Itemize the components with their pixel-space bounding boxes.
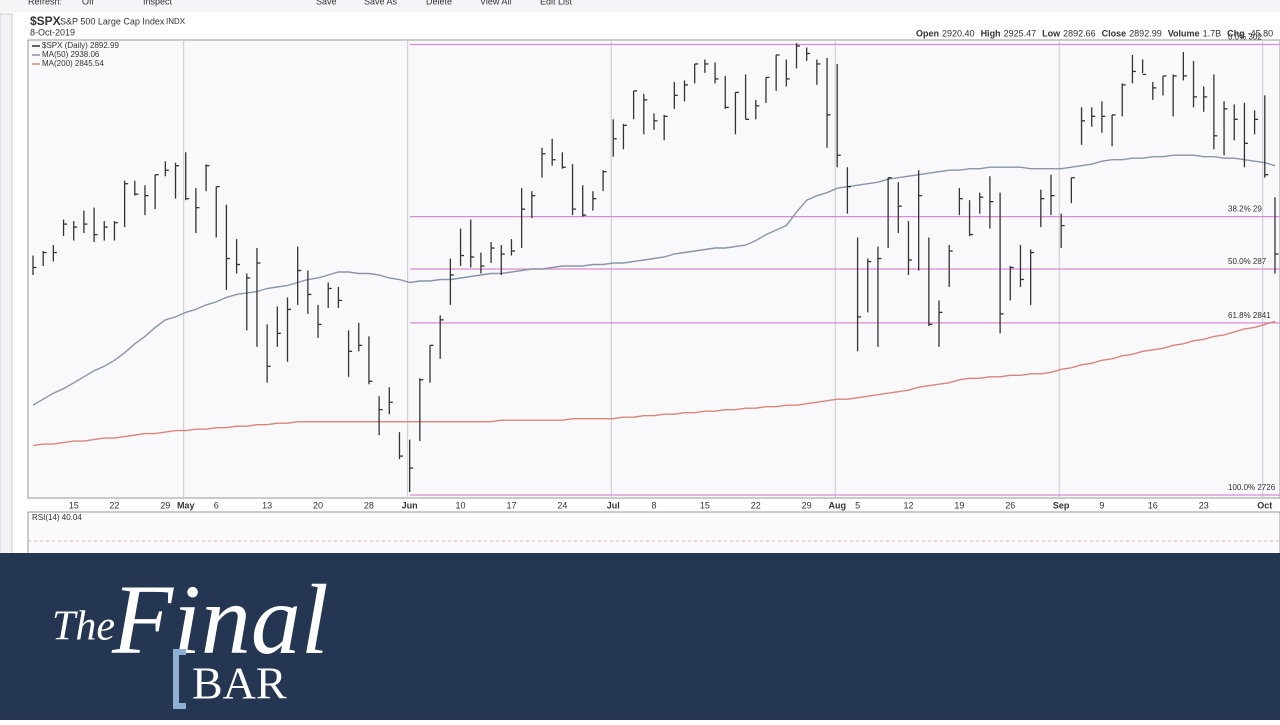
rsi-label: RSI(14) 40.04 xyxy=(32,513,82,522)
logo-final: Final xyxy=(111,564,329,675)
quote-label: Low xyxy=(1042,28,1061,38)
exchange: INDX xyxy=(166,17,186,26)
x-tick-label: 9 xyxy=(1099,500,1104,510)
toolbar-item: Inspect xyxy=(143,0,173,6)
quote-label: Open xyxy=(916,28,939,38)
fib-label: 100.0% 2726 xyxy=(1228,483,1276,492)
x-tick-label: 29 xyxy=(160,500,170,510)
x-tick-label: 8 xyxy=(651,500,656,510)
x-tick-label: 28 xyxy=(364,500,374,510)
x-tick-label: 15 xyxy=(69,500,79,510)
x-tick-label: 5 xyxy=(855,500,860,510)
legend-label: MA(50) 2938.06 xyxy=(42,50,100,59)
x-tick-label: 6 xyxy=(214,500,219,510)
x-tick-label: Oct xyxy=(1257,500,1272,510)
quote: Open 2920.40 High 2925.47 Low 2892.66 Close 289… xyxy=(916,28,1273,38)
ma-line xyxy=(32,154,1276,406)
legend-label: MA(200) 2845.54 xyxy=(42,59,104,68)
legend-label: $SPX (Daily) 2892.99 xyxy=(42,41,119,50)
toolbar-item: Edit List xyxy=(540,0,573,6)
quote-label: Close xyxy=(1102,28,1127,38)
toolbar-items: Refresh: Off Inspect Save Save As Delete View … xyxy=(28,0,573,6)
logo-bracket xyxy=(173,649,186,709)
x-tick-label: Jul xyxy=(607,500,620,510)
quote-label: Volume xyxy=(1168,28,1200,38)
quote-label: High xyxy=(981,28,1001,38)
x-tick-label: 17 xyxy=(506,500,516,510)
rsi-panel xyxy=(27,511,1280,561)
toolbar-item: Save As xyxy=(364,0,398,6)
quote-value: 2892.99 xyxy=(1129,28,1162,38)
side-strip xyxy=(0,13,13,555)
x-tick-label: 24 xyxy=(557,500,567,510)
x-tick-label: 26 xyxy=(1005,500,1015,510)
date: 8-Oct-2019 xyxy=(30,27,75,37)
toolbar-item: View All xyxy=(480,0,511,6)
quote-value: 2892.66 xyxy=(1063,28,1096,38)
x-tick-label: 22 xyxy=(109,500,119,510)
toolbar-item: Refresh: xyxy=(28,0,62,6)
fib-label: 50.0% 287 xyxy=(1228,257,1267,266)
x-tick-label: 19 xyxy=(954,500,964,510)
x-tick-label: May xyxy=(177,500,195,510)
x-tick-label: 16 xyxy=(1148,500,1158,510)
x-tick-label: 23 xyxy=(1199,500,1209,510)
x-tick-label: 20 xyxy=(313,500,323,510)
x-tick-label: 12 xyxy=(903,500,913,510)
subtitle: S&P 500 Large Cap Index xyxy=(60,16,165,26)
x-tick-label: Aug xyxy=(828,500,846,510)
logo-bar: BAR xyxy=(192,658,287,709)
toolbar xyxy=(0,0,1280,12)
x-tick-label: 13 xyxy=(262,500,272,510)
ma-line xyxy=(32,320,1276,447)
plot: 15 22 29 May 6 13 20 28 Jun 10 17 24 Jul 8 15 22 29 Aug 5 1… xyxy=(32,33,1280,510)
x-tick-label: 29 xyxy=(802,500,812,510)
fib-label: 38.2% 29 xyxy=(1228,205,1262,214)
logo-the: The xyxy=(52,604,115,650)
logo: The Final BAR xyxy=(52,564,329,709)
toolbar-item: Save xyxy=(316,0,337,6)
quote-value: 1.7B xyxy=(1203,28,1222,38)
quote-value: 2925.47 xyxy=(1004,28,1037,38)
x-tick-label: 10 xyxy=(456,500,466,510)
quote-value: 2920.40 xyxy=(942,28,975,38)
x-tick-label: Jun xyxy=(402,500,418,510)
quote-value: -45.80 xyxy=(1248,28,1274,38)
toolbar-item: Delete xyxy=(426,0,452,6)
x-tick-label: 22 xyxy=(751,500,761,510)
x-tick-label: Sep xyxy=(1053,500,1070,510)
fib-label: 0.0% 302 xyxy=(1228,33,1262,42)
fib-label: 61.8% 2841 xyxy=(1228,311,1271,320)
banner xyxy=(0,553,1280,720)
quote-label: Chg xyxy=(1227,28,1245,38)
symbol: $SPX xyxy=(30,14,61,28)
toolbar-item: Off xyxy=(82,0,94,6)
x-tick-label: 15 xyxy=(700,500,710,510)
